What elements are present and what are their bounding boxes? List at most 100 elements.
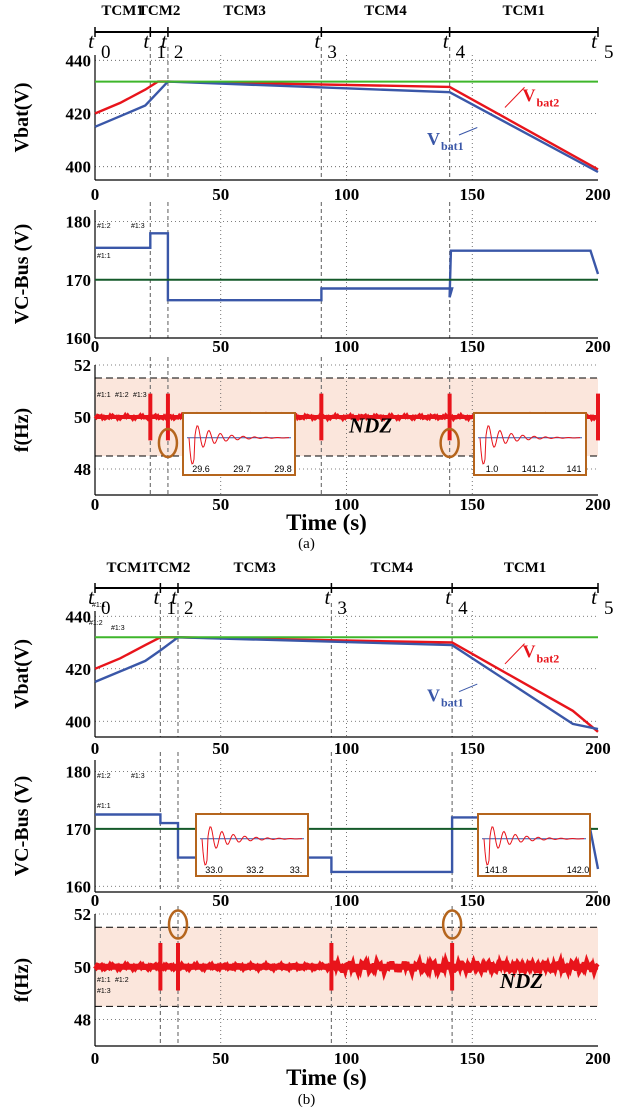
y-tick-label: 50 [74, 408, 91, 427]
y-tick-label: 180 [66, 762, 92, 781]
x-tick-label: 100 [334, 337, 360, 356]
x-tick-label: 100 [334, 495, 360, 514]
y-tick-label: 52 [74, 905, 91, 924]
zoom-inset: 33.0 33.2 33. [195, 813, 309, 877]
series-pointer [504, 86, 525, 108]
mode-label: TCM1 [504, 560, 547, 576]
subplot-freq: 48 50 52 0 50 100 150 200 f(Hz) NDZ 29.6 29.7 29.8 1.… [11, 356, 611, 514]
inset-tick-label: 29.7 [233, 464, 251, 474]
x-tick-label: 200 [585, 337, 611, 356]
cursor-label: #1:1 [97, 253, 111, 260]
mode-label: TCM4 [364, 3, 407, 19]
instant-label: t [443, 29, 450, 53]
series-pointer [458, 683, 478, 693]
instant-label: t [161, 29, 168, 53]
instant-subscript: 4 [456, 42, 466, 63]
x-tick-label: 50 [212, 739, 229, 758]
x-axis-title: Time (s) [286, 510, 367, 535]
subplot-vbus: 160 170 180 0 50 100 150 200 VC-Bus (V) #1:2 #1:3 #… [11, 752, 611, 910]
zoom-inset: 29.6 29.7 29.8 [182, 412, 296, 476]
x-tick-label: 50 [212, 1049, 229, 1068]
series-label: V [427, 129, 440, 149]
x-tick-label: 50 [212, 337, 229, 356]
ndz-label: NDZ [348, 414, 392, 438]
inset-tick-label: 33.2 [246, 865, 264, 875]
y-axis-label: VC-Bus (V) [11, 224, 33, 325]
zoom-circle [439, 427, 460, 459]
instant-subscript: 2 [174, 42, 184, 63]
cursor-label: #1:1 [97, 392, 111, 399]
series-label-subscript: bat2 [537, 95, 560, 109]
cursor-label: #1:2 [89, 620, 103, 627]
x-tick-label: 200 [585, 1049, 611, 1068]
instant-subscript: 0 [101, 598, 111, 619]
series-label-subscript: bat1 [441, 139, 464, 153]
instant-subscript: 5 [604, 598, 614, 619]
instant-label: t [314, 29, 321, 53]
y-axis-label: Vbat(V) [11, 83, 33, 153]
y-axis-label: f(Hz) [11, 958, 33, 1002]
zoom-inset: 1.0 141.2 141 [473, 412, 587, 476]
inset-tick-label: 29.6 [192, 464, 210, 474]
y-axis-label: Vbat(V) [11, 639, 33, 709]
series-pointer [504, 643, 525, 665]
x-tick-label: 100 [334, 185, 360, 204]
inset-tick-label: 33.0 [205, 865, 223, 875]
mode-label: TCM1 [503, 3, 546, 19]
instant-subscript: 1 [156, 42, 166, 63]
mode-label: TCM2 [148, 560, 191, 576]
x-tick-label: 150 [460, 1049, 486, 1068]
y-tick-label: 48 [74, 460, 91, 479]
series-label-subscript: bat1 [441, 696, 464, 710]
instant-subscript: 3 [337, 598, 347, 619]
x-axis-title: Time (s) [286, 1065, 367, 1090]
cursor-label: #1:2 [97, 223, 111, 230]
inset-tick-label: 142.0 [567, 865, 590, 875]
y-tick-label: 400 [66, 712, 92, 731]
cursor-label: #1:3 [131, 773, 145, 780]
series-label: V [523, 85, 536, 105]
x-tick-label: 50 [212, 891, 229, 910]
y-axis-label: f(Hz) [11, 408, 33, 452]
instant-label: t [445, 585, 452, 609]
y-tick-label: 52 [74, 356, 91, 375]
series-label: V [523, 642, 536, 662]
instant-label: t [143, 29, 150, 53]
x-tick-label: 0 [91, 495, 100, 514]
y-tick-label: 170 [66, 820, 92, 839]
inset-waveform [479, 425, 580, 465]
y-tick-label: 420 [66, 660, 92, 679]
cursor-label: #1:3 [97, 988, 111, 995]
x-tick-label: 0 [91, 1049, 100, 1068]
instant-label: t [88, 585, 95, 609]
x-tick-label: 0 [91, 337, 100, 356]
panel-caption: (a) [298, 536, 315, 552]
x-tick-label: 150 [460, 185, 486, 204]
series-label-subscript: bat2 [537, 652, 560, 666]
series-line [94, 636, 599, 731]
cursor-label: #1:2 [115, 977, 129, 984]
inset-tick-label: 141.8 [485, 865, 508, 875]
x-tick-label: 50 [212, 495, 229, 514]
inset-tick-label: 1.0 [486, 464, 499, 474]
instant-label: t [591, 29, 598, 53]
y-tick-label: 440 [66, 51, 92, 70]
zoom-circle [441, 909, 463, 940]
cursor-label: #1:3 [111, 625, 125, 632]
y-tick-label: 50 [74, 958, 91, 977]
y-tick-label: 420 [66, 105, 92, 124]
panel-caption: (b) [298, 1092, 316, 1108]
inset-waveform [201, 826, 302, 866]
mode-label: TCM2 [138, 3, 181, 19]
instant-subscript: 0 [101, 42, 111, 63]
cursor-label: #1:1 [97, 977, 111, 984]
x-tick-label: 200 [585, 891, 611, 910]
x-tick-label: 100 [334, 1049, 360, 1068]
mode-label: TCM3 [233, 560, 276, 576]
x-tick-label: 150 [460, 495, 486, 514]
